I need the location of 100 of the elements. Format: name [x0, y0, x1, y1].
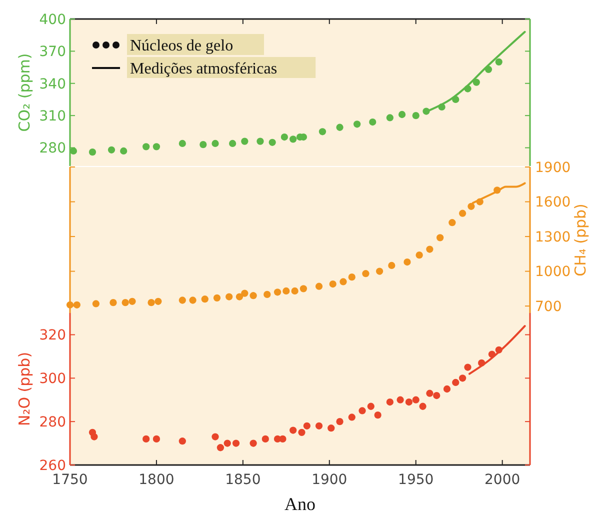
y-tick-label: 340: [39, 76, 66, 92]
point: [298, 428, 306, 436]
point: [241, 290, 248, 297]
point: [433, 392, 440, 400]
point: [250, 440, 257, 447]
point: [212, 433, 219, 440]
point: [318, 128, 326, 136]
point: [472, 78, 480, 86]
point: [388, 262, 396, 270]
y2-axis-title: CH₄ (ppb): [571, 204, 590, 276]
point: [226, 293, 233, 300]
point: [88, 148, 96, 156]
point: [189, 296, 196, 304]
x-tick-label: 1950: [398, 472, 434, 488]
point: [300, 285, 308, 292]
y2-tick-label: 1000: [535, 264, 571, 280]
point: [452, 378, 460, 386]
point: [412, 112, 420, 120]
point: [274, 288, 282, 296]
point: [315, 282, 323, 290]
point: [468, 202, 475, 210]
y2-tick-label: 1600: [535, 194, 571, 211]
y-tick-label: 370: [39, 44, 66, 60]
y-tick-label: 300: [39, 371, 66, 388]
point: [336, 418, 344, 426]
point: [495, 58, 502, 66]
point: [290, 136, 297, 143]
point: [120, 147, 128, 155]
y2-tick-label: 1900: [535, 160, 571, 176]
x-tick-label: 1750: [52, 472, 88, 488]
point: [178, 296, 186, 304]
point: [443, 385, 451, 393]
point: [128, 298, 136, 305]
point: [436, 234, 444, 242]
point: [386, 398, 394, 406]
point: [419, 402, 426, 410]
point: [201, 296, 208, 303]
point: [329, 280, 336, 288]
point: [376, 268, 384, 275]
point: [108, 146, 116, 154]
point: [328, 424, 335, 432]
point: [264, 290, 271, 298]
point: [315, 422, 323, 430]
point: [213, 294, 221, 302]
point: [291, 287, 298, 295]
y-tick-label: 320: [39, 328, 66, 344]
point: [369, 118, 376, 126]
point: [92, 300, 100, 308]
annotation: Núcleos de gelo: [130, 38, 234, 55]
point: [70, 147, 78, 155]
point: [228, 140, 236, 148]
x-tick-label: 1850: [225, 472, 261, 488]
point: [374, 411, 382, 419]
point: [367, 402, 374, 410]
x-tick-label: 1800: [138, 472, 174, 488]
y-tick-label: 310: [39, 108, 66, 124]
point: [232, 440, 240, 447]
y-tick-label: 400: [39, 12, 66, 28]
point: [236, 293, 244, 300]
point: [90, 433, 98, 440]
point: [142, 143, 150, 150]
point: [404, 258, 411, 266]
point: [464, 364, 472, 371]
point: [154, 298, 162, 305]
point: [178, 140, 186, 148]
y-tick-label: 260: [39, 458, 66, 474]
point: [178, 438, 186, 445]
point: [148, 299, 155, 306]
point: [348, 274, 356, 281]
point: [122, 299, 129, 306]
point: [422, 108, 430, 115]
point: [412, 396, 420, 404]
point: [458, 210, 466, 217]
point: [73, 301, 80, 308]
point: [362, 270, 370, 278]
point: [279, 435, 286, 443]
y-axis-title: CO₂ (ppm): [15, 53, 34, 132]
point: [358, 407, 366, 414]
y2-tick-label: 1300: [535, 229, 571, 246]
point: [354, 120, 361, 128]
point: [336, 124, 344, 131]
y-tick-label: 280: [39, 414, 66, 430]
point: [426, 390, 434, 397]
point: [448, 219, 456, 226]
point: [241, 138, 248, 145]
point: [224, 440, 231, 447]
point: [256, 138, 264, 145]
point: [262, 435, 269, 443]
point: [200, 140, 207, 148]
point: [110, 299, 117, 306]
point: [303, 422, 310, 430]
point: [250, 292, 257, 300]
x-tick-label: 1900: [312, 472, 348, 488]
point: [66, 301, 74, 308]
point: [282, 287, 290, 295]
point: [216, 444, 224, 452]
point: [348, 414, 356, 421]
point: [142, 435, 150, 443]
y-tick-label: 280: [39, 140, 66, 157]
point: [405, 398, 413, 406]
